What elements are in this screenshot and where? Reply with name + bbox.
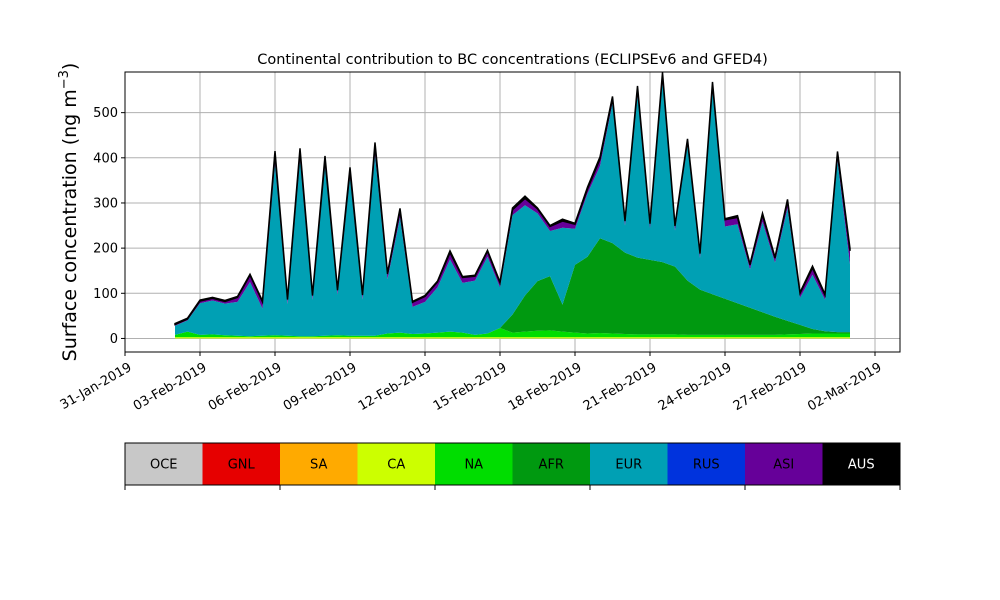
legend-swatch-rus [667, 443, 746, 485]
legend-swatch-asi [745, 443, 823, 485]
y-axis-label: Surface concentration (ng m−3) [57, 63, 81, 362]
legend-label-oce: OCE [150, 458, 178, 473]
y-tick-label: 0 [110, 332, 118, 347]
area-series-aus [174, 72, 851, 326]
area-series-ca [175, 337, 850, 339]
legend-swatch-gnl [202, 443, 281, 485]
legend-swatch-na [435, 443, 513, 485]
legend-label-afr: AFR [539, 458, 564, 473]
legend-frame [124, 442, 901, 486]
legend-label-asi: ASI [773, 458, 794, 473]
y-tick-label: 400 [93, 151, 118, 166]
legend-swatch-aus [822, 443, 901, 485]
legend-swatch-afr [512, 443, 591, 485]
legend-swatch-eur [590, 443, 668, 485]
legend-label-eur: EUR [615, 458, 642, 473]
y-tick-label: 200 [93, 242, 118, 257]
x-tick-label: 06-Feb-2019 [206, 360, 285, 414]
area-series-eur [175, 81, 850, 337]
x-tick-label: 18-Feb-2019 [506, 360, 585, 414]
area-series-na [175, 328, 850, 338]
x-tick-label: 12-Feb-2019 [356, 360, 435, 414]
x-tick-label: 31-Jan-2019 [58, 360, 135, 413]
legend-label-ca: CA [387, 458, 405, 473]
y-tick-label: 100 [93, 287, 118, 302]
x-tick-label: 09-Feb-2019 [281, 360, 360, 414]
legend-label-sa: SA [310, 458, 327, 473]
legend-swatch-ca [357, 443, 436, 485]
legend-label-aus: AUS [848, 458, 875, 473]
x-axis-ticks: 31-Jan-201903-Feb-201906-Feb-201909-Feb-… [58, 352, 884, 414]
legend-label-rus: RUS [693, 458, 720, 473]
legend-colorbar: OCE GNL SA CA NA AFR EUR RUS ASI AUS [124, 442, 901, 490]
chart-title: Continental contribution to BC concentra… [257, 52, 768, 68]
legend-swatch-sa [280, 443, 358, 485]
x-tick-label: 21-Feb-2019 [581, 360, 660, 414]
stacked-areas [174, 72, 851, 339]
y-axis-label-superscript: −3 [57, 70, 72, 89]
y-axis-label-main: Surface concentration (ng m [59, 89, 81, 361]
y-axis-label-close: ) [59, 63, 81, 70]
x-tick-label: 27-Feb-2019 [731, 360, 810, 414]
legend-swatch-oce [125, 443, 203, 485]
x-tick-label: 15-Feb-2019 [431, 360, 510, 414]
y-axis-ticks: 0 100 200 300 400 500 [93, 106, 125, 347]
x-tick-label: 03-Feb-2019 [131, 360, 210, 414]
x-tick-label: 02-Mar-2019 [805, 360, 884, 414]
area-series-afr [175, 238, 850, 337]
x-tick-label: 24-Feb-2019 [656, 360, 735, 414]
y-tick-label: 500 [93, 106, 118, 121]
plot-frame [124, 71, 901, 353]
legend-label-na: NA [464, 458, 483, 473]
legend-label-gnl: GNL [228, 458, 256, 473]
y-tick-label: 300 [93, 196, 118, 211]
